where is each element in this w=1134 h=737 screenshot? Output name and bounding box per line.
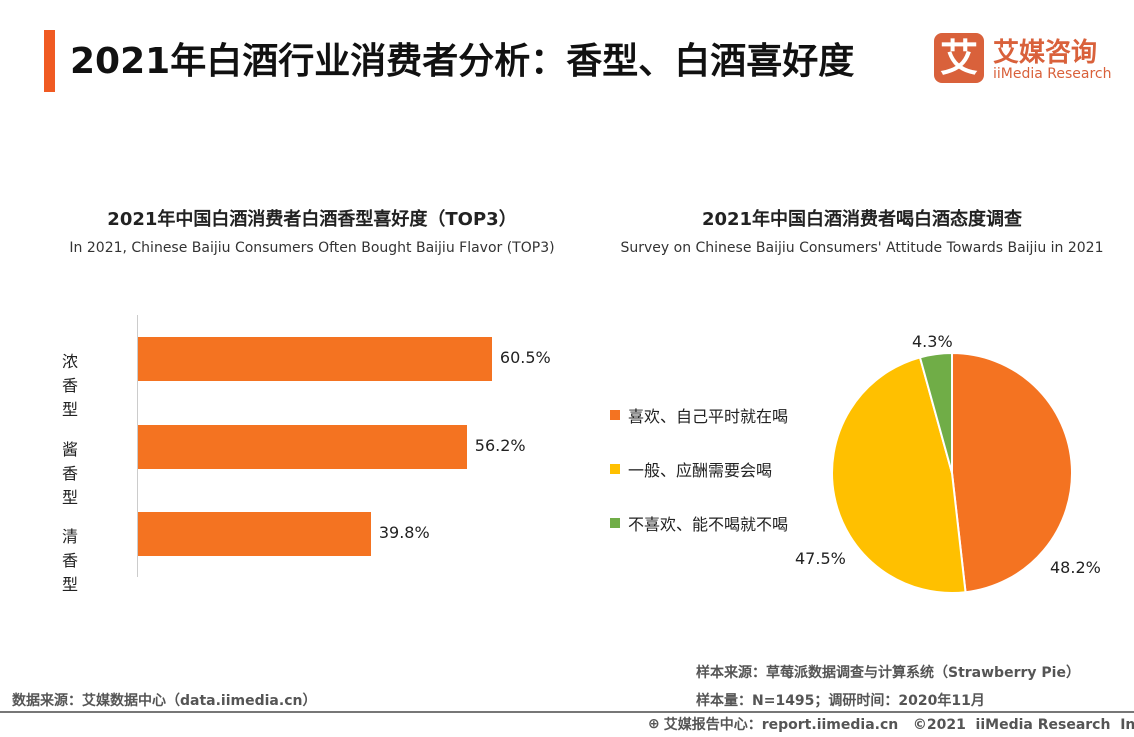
- bar-value-label: 56.2%: [474, 436, 526, 455]
- legend-item: 喜欢、自己平时就在喝: [610, 403, 788, 427]
- pie-chart-subtitle: Survey on Chinese Baijiu Consumers' Atti…: [620, 240, 1104, 256]
- report-link[interactable]: 艾媒报告中心：report.iimedia.cn ©2021 iiMedia R…: [663, 717, 1134, 733]
- bar-value-label: 39.8%: [378, 523, 430, 542]
- title-accent-bar: [44, 30, 55, 92]
- bar-chart-title: 2021年中国白酒消费者白酒香型喜好度（TOP3）: [107, 209, 517, 230]
- legend-label: 一般、应酬需要会喝: [628, 461, 773, 480]
- legend-swatch: [610, 410, 620, 420]
- pie-chart-title: 2021年中国白酒消费者喝白酒态度调查: [701, 209, 1023, 230]
- pie-legend: 喜欢、自己平时就在喝 一般、应酬需要会喝 不喜欢、能不喝就不喝: [610, 403, 788, 535]
- bar-category-label: 清香型: [62, 527, 79, 594]
- globe-icon: ⊕: [648, 716, 660, 732]
- page-title: 2021年白酒行业消费者分析：香型、白酒喜好度: [70, 41, 855, 82]
- pie-value-label: 4.3%: [912, 332, 953, 351]
- logo-mark: 艾: [934, 33, 984, 83]
- footer-divider: [0, 711, 1134, 713]
- pie-slice: [951, 351, 1073, 594]
- data-source: 数据来源：艾媒数据中心（data.iimedia.cn）: [12, 693, 317, 709]
- logo-name-en: iiMedia Research: [993, 66, 1112, 82]
- legend-swatch: [610, 518, 620, 528]
- legend-item: 不喜欢、能不喝就不喝: [610, 511, 788, 535]
- logo-name-cn: 艾媒咨询: [993, 38, 1098, 68]
- legend-swatch: [610, 464, 620, 474]
- legend-label: 喜欢、自己平时就在喝: [628, 407, 789, 426]
- bar: [138, 512, 371, 556]
- legend-label: 不喜欢、能不喝就不喝: [628, 515, 789, 534]
- pie-chart: [831, 351, 1073, 594]
- pie-slice: [831, 356, 967, 594]
- sample-source: 样本来源：草莓派数据调查与计算系统（Strawberry Pie）: [696, 665, 1080, 681]
- pie-value-label: 48.2%: [1050, 558, 1101, 577]
- bar: [138, 425, 467, 469]
- bar-category-label: 浓香型: [62, 352, 79, 419]
- sample-size: 样本量：N=1495；调研时间：2020年11月: [696, 693, 985, 709]
- bar-axis: [137, 315, 138, 577]
- bar: [138, 337, 492, 381]
- bar-value-label: 60.5%: [499, 348, 551, 367]
- bar-category-label: 酱香型: [62, 440, 79, 507]
- pie-value-label: 47.5%: [795, 549, 846, 568]
- pie-slice: [918, 351, 953, 474]
- bar-chart-subtitle: In 2021, Chinese Baijiu Consumers Often …: [69, 240, 555, 256]
- legend-item: 一般、应酬需要会喝: [610, 457, 788, 481]
